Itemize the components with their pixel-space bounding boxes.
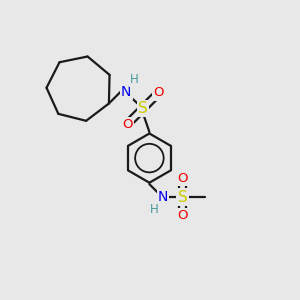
Text: O: O <box>177 172 188 185</box>
Text: H: H <box>130 73 139 86</box>
Text: O: O <box>122 118 133 131</box>
Text: S: S <box>178 190 187 205</box>
Text: O: O <box>153 86 164 100</box>
Text: O: O <box>177 209 188 222</box>
Text: N: N <box>158 190 168 204</box>
Text: S: S <box>138 101 148 116</box>
Text: H: H <box>150 203 159 216</box>
Text: N: N <box>121 85 131 99</box>
